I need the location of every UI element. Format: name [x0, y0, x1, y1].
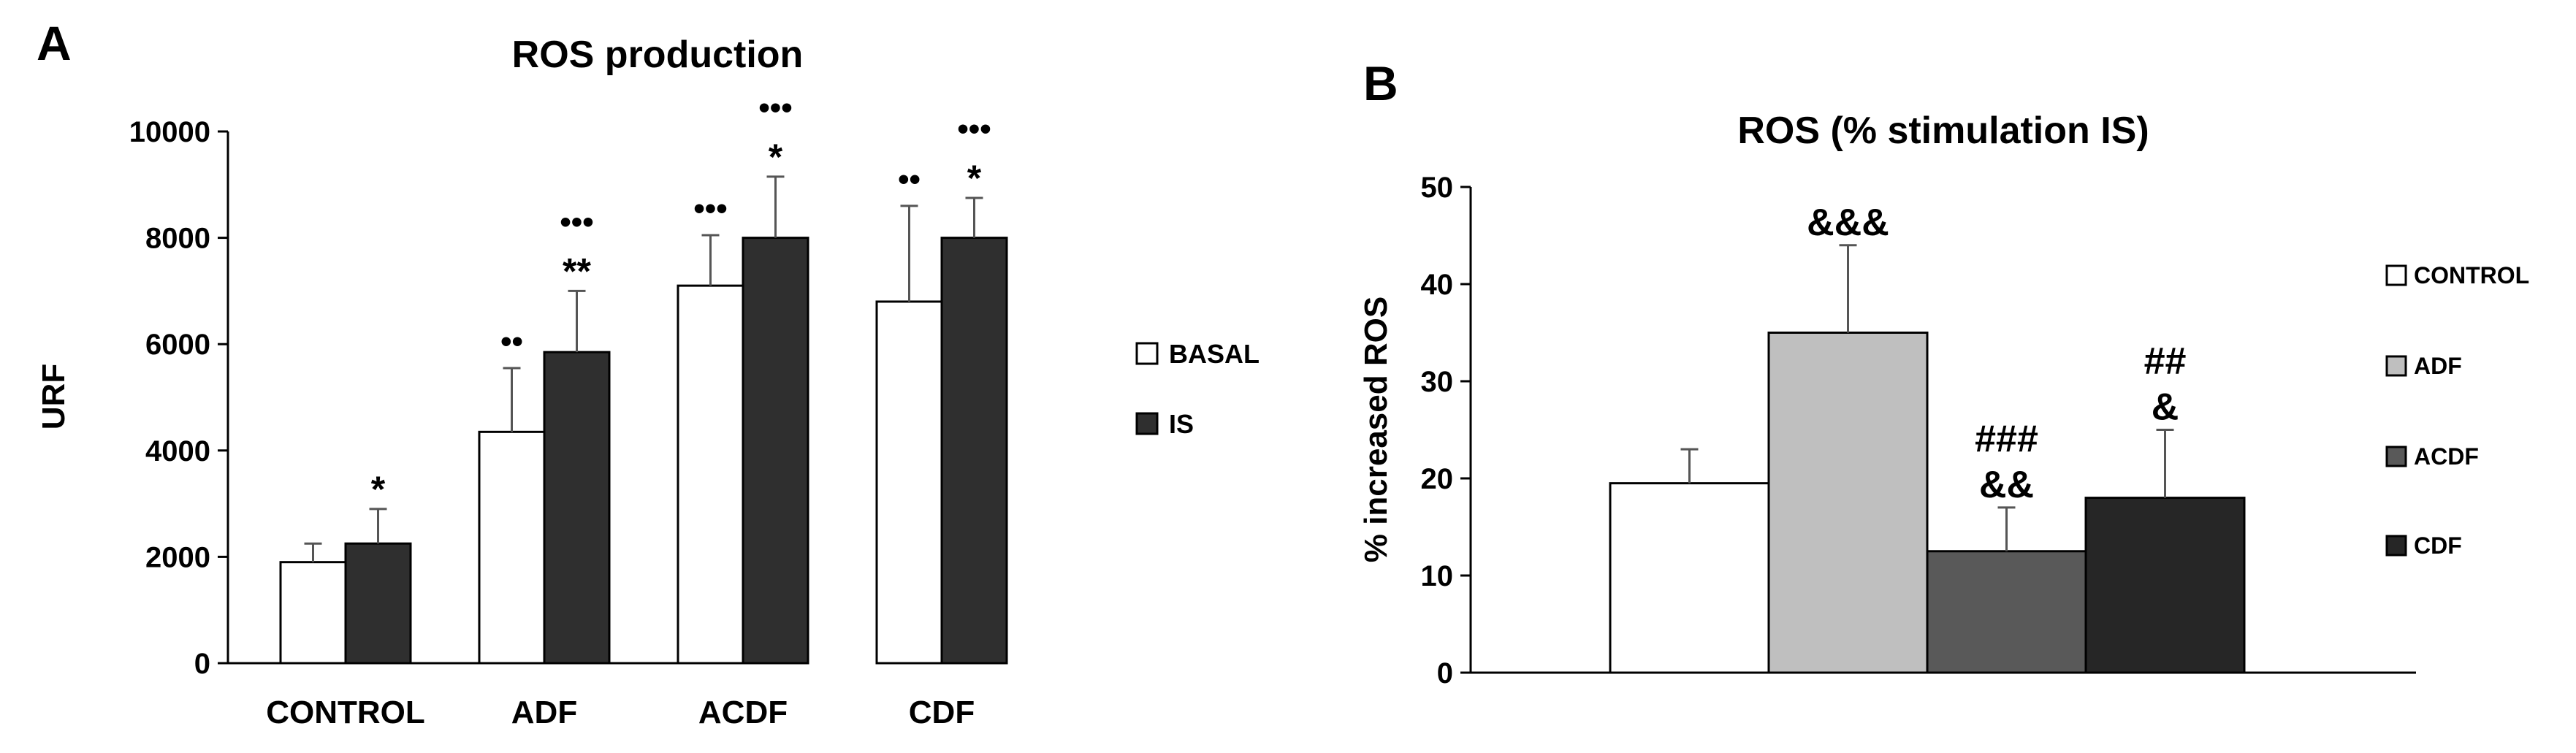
panel-b-ylabel: % increased ROS	[1358, 297, 1394, 562]
annotation-cdf: ##	[2144, 340, 2187, 383]
panel-a-bars	[279, 237, 1008, 665]
panel-b-legend: CONTROL ADF ACDF CDF	[2385, 262, 2529, 559]
panel-a-ytick-label: 10000	[129, 116, 210, 148]
annotation-acdf: &&	[1979, 464, 2034, 506]
panel-a-error-bars	[304, 175, 983, 562]
legend-label-control: CONTROL	[2414, 262, 2529, 288]
bar-adf	[1767, 332, 1929, 674]
legend-label-is: IS	[1169, 409, 1194, 439]
panel-a-ytick-label: 6000	[145, 329, 210, 361]
legend-swatch-adf	[2385, 355, 2407, 377]
panel-b-ytick-label: 20	[1421, 463, 1454, 495]
panel-a-chart: A ROS production URF 0 2000 4000 6000 8000 10…	[36, 16, 1260, 730]
panel-b-chart: B ROS (% stimulation IS) % increased ROS…	[1358, 56, 2529, 689]
bar-cdf-is	[940, 237, 1008, 665]
annotation-adf-is: **	[563, 251, 591, 291]
annotation-adf-basal: ••	[500, 324, 523, 359]
annotation-acdf-basal: •••	[693, 191, 727, 226]
panel-a-title: ROS production	[512, 34, 804, 76]
panel-a-category-acdf: ACDF	[698, 695, 788, 730]
annotation-cdf-is: •••	[957, 111, 991, 147]
annotation-cdf-is: *	[967, 158, 982, 199]
annotation-control-is: *	[371, 469, 386, 510]
panel-b-error-bars	[1680, 244, 2174, 551]
annotation-cdf-basal: ••	[898, 161, 921, 197]
panel-b-ytick-label: 50	[1421, 172, 1454, 204]
panel-b-ytick-label: 10	[1421, 560, 1454, 592]
panel-b-bars	[1609, 332, 2246, 674]
panel-a-ytick-label: 8000	[145, 223, 210, 255]
annotation-acdf-is: •••	[758, 90, 792, 126]
bar-acdf-basal	[677, 284, 744, 665]
panel-a-category-cdf: CDF	[909, 695, 975, 730]
bar-control-basal	[279, 561, 347, 665]
bar-adf-basal	[478, 430, 546, 665]
panel-b-ytick-label: 30	[1421, 366, 1454, 398]
bar-cdf-basal	[875, 300, 943, 665]
bar-control-is	[344, 542, 412, 665]
legend-swatch-acdf	[2385, 446, 2407, 467]
annotation-acdf-is: *	[769, 137, 783, 177]
panel-a-letter: A	[37, 16, 72, 70]
panel-a-ytick-label: 2000	[145, 541, 210, 573]
panel-a-yaxis-ticks: 0 2000 4000 6000 8000 10000	[129, 116, 228, 680]
panel-b-yaxis-ticks: 0 10 20 30 40 50	[1421, 172, 1471, 689]
bar-acdf-is	[742, 237, 809, 665]
panel-a-annotations: *•••••**••••••*•••••*	[371, 90, 991, 510]
legend-swatch-control	[2385, 264, 2407, 286]
panel-a-ytick-label: 0	[194, 648, 210, 680]
panel-a-ylabel: URF	[36, 364, 72, 429]
panel-a-category-control: CONTROL	[266, 695, 425, 730]
annotation-acdf: ###	[1975, 418, 2038, 460]
bar-acdf	[1926, 550, 2087, 674]
legend-swatch-is	[1135, 412, 1159, 435]
legend-label-adf: ADF	[2414, 353, 2462, 379]
panel-b-ytick-label: 0	[1437, 657, 1453, 689]
panel-a-category-labels: CONTROL ADF ACDF CDF	[266, 695, 975, 730]
annotation-adf: &&&	[1807, 202, 1889, 244]
panel-b-letter: B	[1363, 56, 1398, 110]
bar-adf-is	[543, 351, 611, 665]
panel-b-title: ROS (% stimulation IS)	[1737, 110, 2149, 152]
legend-swatch-basal	[1135, 342, 1159, 365]
legend-label-cdf: CDF	[2414, 532, 2462, 559]
panel-a-ytick-label: 4000	[145, 435, 210, 467]
panel-b-annotations: &&& ###&& ##&	[1807, 202, 2186, 506]
legend-swatch-cdf	[2385, 535, 2407, 557]
legend-label-acdf: ACDF	[2414, 443, 2479, 470]
annotation-adf-is: •••	[560, 204, 593, 240]
legend-label-basal: BASAL	[1169, 339, 1260, 369]
panel-b-ytick-label: 40	[1421, 269, 1454, 301]
annotation-cdf: &	[2152, 386, 2179, 429]
bar-control	[1609, 482, 1770, 674]
panel-a-category-adf: ADF	[511, 695, 577, 730]
panel-a-legend: BASAL IS	[1135, 339, 1260, 439]
bar-cdf	[2084, 497, 2246, 674]
